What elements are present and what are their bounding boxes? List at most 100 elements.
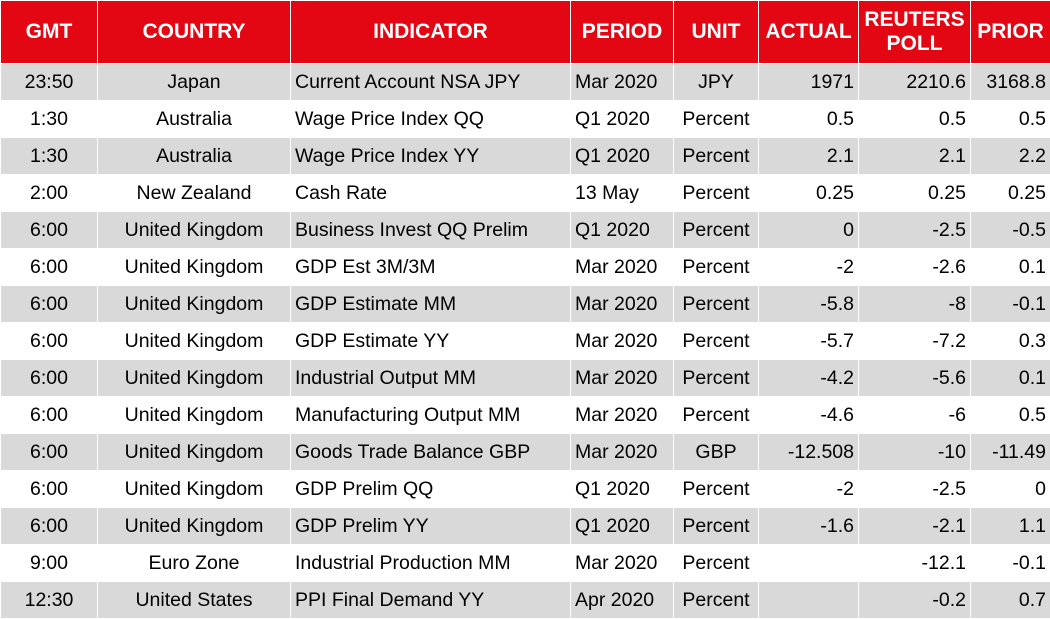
indicator-cell: Cash Rate — [291, 175, 571, 212]
gmt-cell: 6:00 — [1, 434, 98, 471]
indicator-cell: Goods Trade Balance GBP — [291, 434, 571, 471]
header-cell: PERIOD — [571, 1, 674, 64]
gmt-cell: 6:00 — [1, 212, 98, 249]
indicator-cell: Wage Price Index YY — [291, 138, 571, 175]
unit-cell: GBP — [674, 434, 759, 471]
prior-cell: 0.25 — [971, 175, 1050, 212]
country-cell: United Kingdom — [98, 434, 291, 471]
prior-cell: -0.1 — [971, 545, 1050, 582]
unit-cell: Percent — [674, 323, 759, 360]
indicator-cell: GDP Estimate YY — [291, 323, 571, 360]
country-cell: United Kingdom — [98, 249, 291, 286]
actual-cell: 0.25 — [759, 175, 859, 212]
prior-cell: 0.3 — [971, 323, 1050, 360]
poll-cell: 0.5 — [859, 101, 971, 138]
country-cell: United States — [98, 582, 291, 619]
indicator-cell: PPI Final Demand YY — [291, 582, 571, 619]
unit-cell: Percent — [674, 508, 759, 545]
period-cell: Apr 2020 — [571, 582, 674, 619]
poll-cell: -6 — [859, 397, 971, 434]
indicator-cell: GDP Prelim QQ — [291, 471, 571, 508]
actual-cell: -2 — [759, 249, 859, 286]
actual-cell: -1.6 — [759, 508, 859, 545]
indicator-cell: GDP Prelim YY — [291, 508, 571, 545]
actual-cell: -12.508 — [759, 434, 859, 471]
gmt-cell: 6:00 — [1, 471, 98, 508]
prior-cell: 1.1 — [971, 508, 1050, 545]
unit-cell: Percent — [674, 360, 759, 397]
unit-cell: Percent — [674, 397, 759, 434]
poll-cell: -7.2 — [859, 323, 971, 360]
poll-cell: -12.1 — [859, 545, 971, 582]
gmt-cell: 2:00 — [1, 175, 98, 212]
header-cell: INDICATOR — [291, 1, 571, 64]
unit-cell: Percent — [674, 138, 759, 175]
period-cell: Mar 2020 — [571, 545, 674, 582]
poll-cell: -10 — [859, 434, 971, 471]
country-cell: New Zealand — [98, 175, 291, 212]
header-cell: GMT — [1, 1, 98, 64]
poll-cell: -2.5 — [859, 471, 971, 508]
gmt-cell: 23:50 — [1, 64, 98, 101]
country-cell: Euro Zone — [98, 545, 291, 582]
unit-cell: Percent — [674, 471, 759, 508]
gmt-cell: 1:30 — [1, 101, 98, 138]
gmt-cell: 1:30 — [1, 138, 98, 175]
poll-cell: 2.1 — [859, 138, 971, 175]
gmt-cell: 9:00 — [1, 545, 98, 582]
prior-cell: 0.1 — [971, 249, 1050, 286]
country-cell: Australia — [98, 101, 291, 138]
prior-cell: 2.2 — [971, 138, 1050, 175]
period-cell: Mar 2020 — [571, 397, 674, 434]
period-cell: Q1 2020 — [571, 471, 674, 508]
indicator-cell: GDP Estimate MM — [291, 286, 571, 323]
poll-cell: -2.1 — [859, 508, 971, 545]
period-cell: Q1 2020 — [571, 508, 674, 545]
indicator-cell: Manufacturing Output MM — [291, 397, 571, 434]
prior-cell: 0.7 — [971, 582, 1050, 619]
indicator-cell: Business Invest QQ Prelim — [291, 212, 571, 249]
actual-cell: -2 — [759, 471, 859, 508]
prior-cell: -0.1 — [971, 286, 1050, 323]
unit-cell: Percent — [674, 212, 759, 249]
prior-cell: -11.49 — [971, 434, 1050, 471]
period-cell: Mar 2020 — [571, 64, 674, 101]
period-cell: 13 May — [571, 175, 674, 212]
header-cell: ACTUAL — [759, 1, 859, 64]
header-cell: COUNTRY — [98, 1, 291, 64]
country-cell: United Kingdom — [98, 471, 291, 508]
indicator-cell: Industrial Production MM — [291, 545, 571, 582]
country-cell: United Kingdom — [98, 323, 291, 360]
unit-cell: Percent — [674, 101, 759, 138]
indicator-cell: Industrial Output MM — [291, 360, 571, 397]
country-cell: United Kingdom — [98, 286, 291, 323]
actual-cell: 0 — [759, 212, 859, 249]
period-cell: Mar 2020 — [571, 434, 674, 471]
poll-cell: 2210.6 — [859, 64, 971, 101]
header-cell: UNIT — [674, 1, 759, 64]
poll-cell: 0.25 — [859, 175, 971, 212]
prior-cell: 0.5 — [971, 101, 1050, 138]
actual-cell: 0.5 — [759, 101, 859, 138]
period-cell: Mar 2020 — [571, 323, 674, 360]
period-cell: Q1 2020 — [571, 138, 674, 175]
gmt-cell: 6:00 — [1, 508, 98, 545]
actual-cell: -5.7 — [759, 323, 859, 360]
gmt-cell: 6:00 — [1, 286, 98, 323]
poll-cell: -0.2 — [859, 582, 971, 619]
actual-cell: 1971 — [759, 64, 859, 101]
